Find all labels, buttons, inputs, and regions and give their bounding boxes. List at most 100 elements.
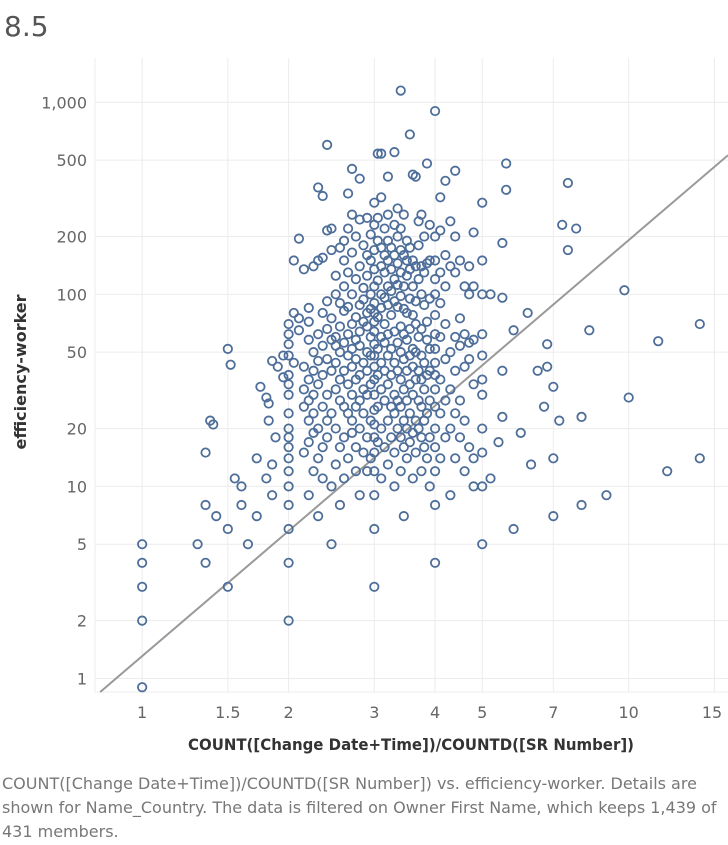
data-point (398, 511, 409, 522)
data-point (694, 318, 705, 330)
data-point (283, 615, 294, 626)
data-point (435, 225, 446, 236)
data-point (419, 442, 430, 453)
data-point (313, 453, 324, 464)
data-point (662, 466, 673, 477)
data-point (429, 343, 441, 354)
data-point (330, 423, 341, 434)
data-point (322, 353, 333, 365)
data-point (435, 267, 446, 278)
data-point (416, 323, 427, 335)
data-point (342, 223, 354, 234)
data-point (419, 267, 430, 278)
data-point (362, 432, 373, 443)
data-point (468, 453, 479, 464)
data-point (554, 415, 565, 426)
data-point (354, 340, 365, 351)
data-point (346, 247, 358, 258)
data-point (350, 231, 362, 242)
data-point (322, 139, 333, 150)
data-point (419, 231, 430, 242)
data-point (468, 334, 479, 345)
gridlines (94, 58, 728, 693)
data-point (445, 423, 456, 434)
data-point (303, 437, 314, 448)
data-point (410, 374, 421, 385)
data-point (326, 408, 337, 419)
data-point (464, 289, 475, 300)
data-point (421, 334, 433, 345)
data-point (424, 395, 435, 406)
data-point (326, 313, 337, 324)
data-point (601, 490, 612, 501)
data-point (229, 473, 240, 484)
data-point (369, 523, 380, 535)
data-point (623, 392, 634, 403)
data-point (497, 292, 508, 303)
data-point (416, 432, 427, 443)
data-point (429, 309, 441, 321)
data-point (283, 329, 294, 340)
x-tick-label: 4 (430, 703, 440, 722)
data-point (576, 499, 587, 511)
data-point (346, 209, 358, 220)
data-point (372, 212, 383, 223)
data-point (376, 192, 387, 203)
data-point (372, 437, 383, 448)
data-point (365, 229, 376, 240)
data-point (322, 432, 333, 443)
data-point (263, 415, 274, 426)
data-point (497, 411, 508, 423)
data-point (445, 347, 456, 358)
data-point (454, 395, 466, 406)
data-point (413, 274, 424, 285)
data-point (283, 499, 294, 511)
data-point (413, 240, 424, 251)
data-point (326, 539, 337, 550)
data-point (416, 261, 427, 272)
data-point (429, 289, 441, 300)
data-point (477, 255, 488, 266)
data-point (429, 255, 441, 266)
data-point (317, 442, 328, 453)
data-point (283, 408, 294, 419)
data-point (410, 296, 421, 307)
data-point (576, 411, 587, 423)
y-tick-label: 100 (56, 285, 87, 304)
data-point (401, 453, 412, 464)
data-point (401, 255, 412, 266)
data-point (389, 326, 400, 337)
data-point (421, 408, 433, 419)
data-point (358, 294, 369, 305)
data-point (362, 466, 373, 477)
data-point (365, 350, 376, 361)
x-tick-label: 7 (548, 703, 558, 722)
data-point (416, 374, 427, 385)
data-point (251, 511, 262, 522)
data-point (445, 384, 456, 395)
data-point (251, 453, 262, 464)
data-point (542, 339, 553, 350)
data-point (338, 473, 350, 484)
data-point (410, 171, 421, 182)
data-point (283, 339, 294, 350)
data-point (468, 379, 479, 390)
data-point (222, 523, 233, 535)
data-point (222, 581, 233, 592)
y-tick-label: 20 (67, 420, 87, 439)
data-point (398, 250, 409, 261)
data-point (477, 423, 488, 434)
data-point (267, 490, 278, 501)
data-point (283, 466, 294, 477)
data-point (362, 389, 373, 400)
data-point (283, 481, 294, 492)
data-point (278, 372, 289, 383)
data-point (313, 355, 324, 367)
data-point (350, 312, 362, 323)
data-point (137, 557, 148, 568)
data-point (416, 209, 427, 220)
data-point (317, 190, 328, 202)
data-point (358, 282, 369, 294)
data-point (342, 453, 354, 464)
data-point (322, 415, 333, 426)
